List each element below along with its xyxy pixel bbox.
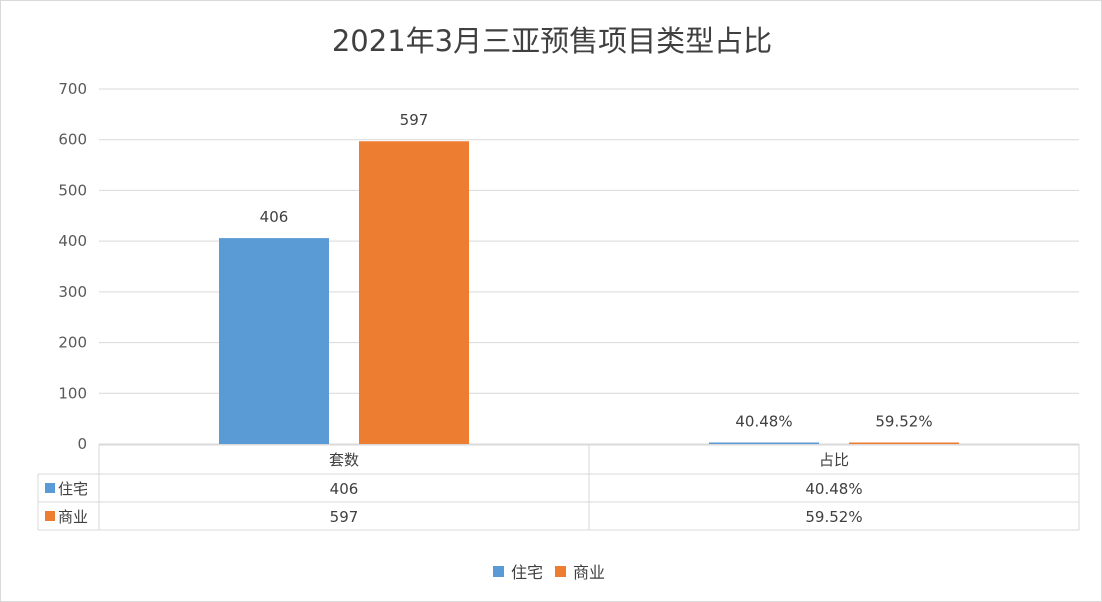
table-legend-key xyxy=(45,511,55,521)
y-tick-label: 200 xyxy=(58,334,87,352)
data-label: 597 xyxy=(400,111,429,129)
data-label: 406 xyxy=(260,208,289,226)
data-label: 40.48% xyxy=(735,413,792,431)
bar-住宅-套数 xyxy=(219,238,329,444)
data-labels: 406 597 40.48% 59.52% xyxy=(260,111,933,430)
table-row-label: 住宅 xyxy=(58,480,88,498)
y-tick-label: 600 xyxy=(58,131,87,149)
y-tick-label: 0 xyxy=(77,435,87,453)
y-tick-label: 400 xyxy=(58,232,87,250)
data-label: 59.52% xyxy=(875,413,932,431)
bars xyxy=(219,141,959,444)
legend-key xyxy=(493,566,504,577)
bar-商业-占比 xyxy=(849,442,959,444)
y-tick-label: 700 xyxy=(58,80,87,98)
table-header-cell: 占比 xyxy=(819,451,849,469)
table-cell: 59.52% xyxy=(805,508,862,526)
chart-title: 2021年3月三亚预售项目类型占比 xyxy=(332,24,772,58)
y-axis-ticks: 0 100 200 300 400 500 600 700 xyxy=(58,80,87,453)
bar-商业-套数 xyxy=(359,141,469,444)
legend-key xyxy=(555,566,566,577)
y-tick-label: 500 xyxy=(58,181,87,199)
table-cell: 40.48% xyxy=(805,480,862,498)
legend: 住宅 商业 xyxy=(493,563,605,582)
legend-label: 商业 xyxy=(573,563,605,582)
table-cell: 597 xyxy=(330,508,359,526)
y-tick-label: 100 xyxy=(58,384,87,402)
table-row-label: 商业 xyxy=(58,508,88,526)
legend-label: 住宅 xyxy=(511,563,543,582)
y-tick-label: 300 xyxy=(58,283,87,301)
bar-住宅-占比 xyxy=(709,442,819,444)
table-cell: 406 xyxy=(330,480,359,498)
table-header-cell: 套数 xyxy=(329,451,359,469)
table-legend-key xyxy=(45,483,55,493)
